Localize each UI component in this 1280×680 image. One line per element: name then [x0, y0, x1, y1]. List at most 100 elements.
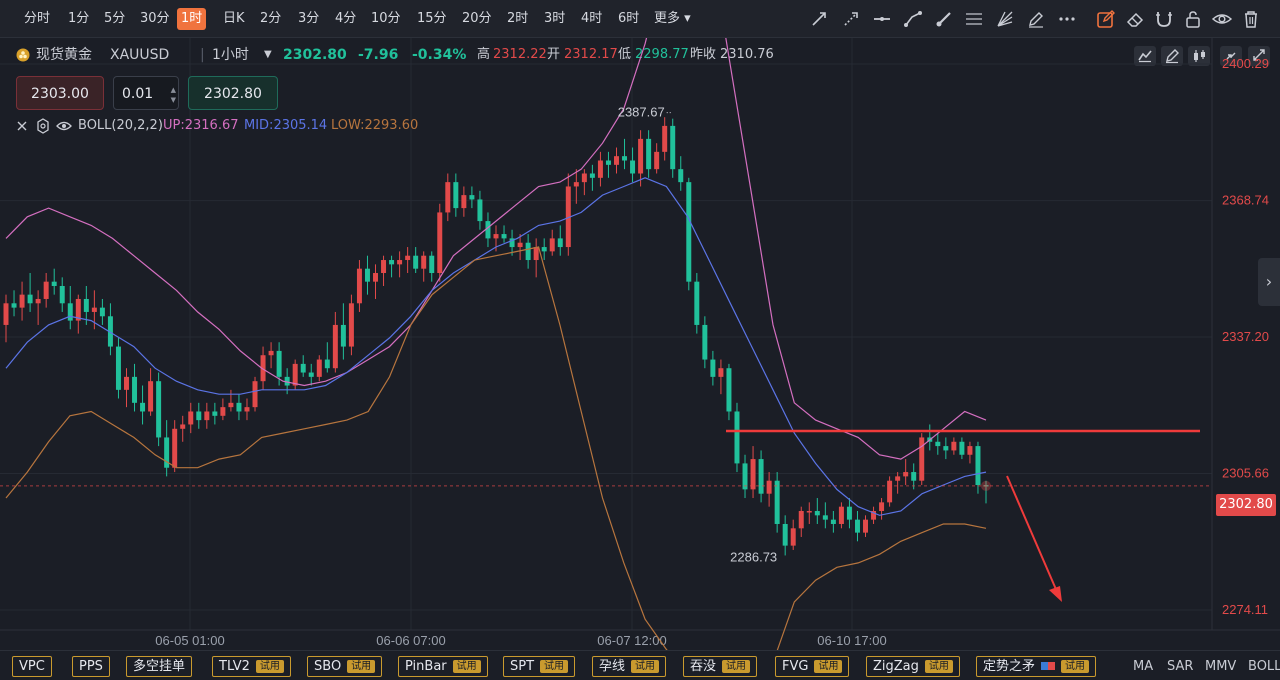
pen-tool-icon[interactable]	[1025, 8, 1047, 30]
trend-tool-icon[interactable]	[902, 8, 924, 30]
candle-body	[879, 502, 885, 512]
indicator-tab-mmv[interactable]: MMV	[1205, 659, 1237, 674]
eye-icon[interactable]	[1211, 8, 1233, 30]
eye-icon[interactable]	[56, 116, 72, 143]
indicator-button-5[interactable]: PinBar 试用	[398, 656, 488, 677]
step-down-icon[interactable]: ▼	[170, 96, 176, 104]
candle-body	[710, 359, 716, 377]
timeframe-16[interactable]: 更多 ▾	[654, 11, 691, 26]
fib-tool-icon[interactable]	[963, 8, 985, 30]
trash-icon[interactable]	[1240, 8, 1262, 30]
chevron-right-icon[interactable]: ›	[1258, 258, 1280, 306]
lock-icon[interactable]	[1182, 8, 1204, 30]
close-icon[interactable]	[16, 116, 28, 143]
low-value: 2298.77	[635, 47, 689, 62]
quantity-input[interactable]: 0.01 ▲ ▼	[113, 76, 179, 110]
candle-body	[975, 446, 981, 486]
timeframe-14[interactable]: 4时	[581, 11, 603, 26]
ray-tool-icon[interactable]	[840, 8, 862, 30]
timeframe-4[interactable]: 1时	[177, 8, 207, 30]
fullscreen-icon[interactable]	[1248, 46, 1270, 66]
timeframe-5[interactable]: 日K	[223, 11, 245, 26]
timeframe-10[interactable]: 15分	[417, 11, 447, 26]
edit-tool-icon[interactable]	[1095, 8, 1117, 30]
buy-price-button[interactable]: 2302.80	[188, 76, 278, 110]
collapse-icon[interactable]	[1220, 46, 1242, 66]
timeframe-3[interactable]: 30分	[140, 11, 170, 26]
candle-body	[196, 411, 202, 421]
step-up-icon[interactable]: ▲	[170, 86, 176, 94]
indicator-button-7[interactable]: 孕线 试用	[592, 656, 667, 677]
timeframe-9[interactable]: 10分	[371, 11, 401, 26]
indicator-button-label: PinBar	[405, 659, 447, 674]
current-price: 2302.80	[283, 47, 347, 63]
open-label: 开	[547, 47, 561, 62]
indicator-button-6[interactable]: SPT 试用	[503, 656, 576, 677]
down-arrow-head	[1049, 586, 1062, 602]
symbol-code[interactable]: XAUUSD	[110, 47, 170, 63]
candle-body	[702, 324, 708, 360]
indicator-button-label: 多空挂单	[133, 659, 186, 674]
eraser-icon[interactable]	[1124, 8, 1146, 30]
timeframe-15[interactable]: 6时	[618, 11, 640, 26]
fan-tool-icon[interactable]	[994, 8, 1016, 30]
brush-tool-icon[interactable]	[933, 8, 955, 30]
timeframe-12[interactable]: 2时	[507, 11, 529, 26]
candle-style-icon[interactable]	[1188, 46, 1210, 66]
indicator-button-8[interactable]: 吞没 试用	[683, 656, 758, 677]
indicator-button-label: VPC	[19, 659, 45, 674]
sell-price-button[interactable]: 2303.00	[16, 76, 104, 110]
timeframe-8[interactable]: 4分	[335, 11, 357, 26]
price-change: -7.96	[358, 47, 399, 63]
indicator-button-3[interactable]: TLV2 试用	[212, 656, 291, 677]
candle-body	[662, 125, 668, 152]
candle-body	[967, 446, 973, 455]
line-tool-icon[interactable]	[808, 8, 830, 30]
candle-body	[565, 186, 571, 248]
magnet-icon[interactable]	[1153, 8, 1175, 30]
indicator-tab-boll[interactable]: BOLL	[1248, 659, 1280, 674]
candle-body	[172, 428, 178, 468]
indicator-button-9[interactable]: FVG 试用	[775, 656, 850, 677]
interval-select[interactable]: 1小时	[212, 47, 249, 63]
down-arrow-line[interactable]	[1006, 475, 1059, 595]
timeframe-0[interactable]: 分时	[24, 11, 51, 26]
symbol-name[interactable]: 现货黄金	[36, 47, 92, 63]
indicator-settings-icon[interactable]	[1134, 46, 1156, 66]
timeframe-6[interactable]: 2分	[260, 11, 282, 26]
candle-body	[670, 125, 676, 170]
indicator-button-4[interactable]: SBO 试用	[307, 656, 383, 677]
caret-down-icon[interactable]: ▼	[264, 49, 272, 60]
hline-tool-icon[interactable]	[871, 8, 893, 30]
trial-badge: 试用	[722, 660, 751, 673]
indicator-button-10[interactable]: ZigZag 试用	[866, 656, 960, 677]
timeframe-2[interactable]: 5分	[104, 11, 126, 26]
pen-icon[interactable]	[1161, 46, 1183, 66]
candle-body	[244, 407, 250, 412]
candle-body	[541, 247, 547, 252]
indicator-button-11[interactable]: 定势之矛 试用	[976, 656, 1097, 677]
y-tick-label: 2368.74	[1222, 193, 1269, 208]
timeframe-7[interactable]: 3分	[298, 11, 320, 26]
x-tick-label: 06-10 17:00	[817, 633, 886, 648]
indicator-button-2[interactable]: 多空挂单	[126, 656, 193, 677]
y-tick-label: 2337.20	[1222, 329, 1269, 344]
candle-body	[3, 303, 9, 325]
indicator-button-0[interactable]: VPC	[12, 656, 52, 677]
timeframe-1[interactable]: 1分	[68, 11, 90, 26]
gear-icon[interactable]	[36, 116, 50, 143]
timeframe-11[interactable]: 20分	[462, 11, 492, 26]
indicator-tab-ma[interactable]: MA	[1133, 659, 1154, 674]
candle-body	[863, 519, 868, 533]
indicator-tab-sar[interactable]: SAR	[1167, 659, 1194, 674]
more-dots-icon[interactable]	[1056, 8, 1078, 30]
timeframe-13[interactable]: 3时	[544, 11, 566, 26]
candle-body	[204, 411, 210, 421]
price-chart[interactable]: 2400.29 2368.74 2337.20 2305.66 2274.11 06-05…	[0, 38, 1280, 650]
candle-body	[51, 281, 57, 286]
timeframe-toolbar: 分时 1分 5分 30分 1时 日K 2分 3分 4分 10分 15分 20分 2时 3时 4时 6时 更多 ▾	[0, 0, 1280, 38]
indicator-button-1[interactable]: PPS	[72, 656, 110, 677]
candle-body	[148, 381, 154, 412]
high-annotation: 2387.67	[618, 105, 665, 120]
